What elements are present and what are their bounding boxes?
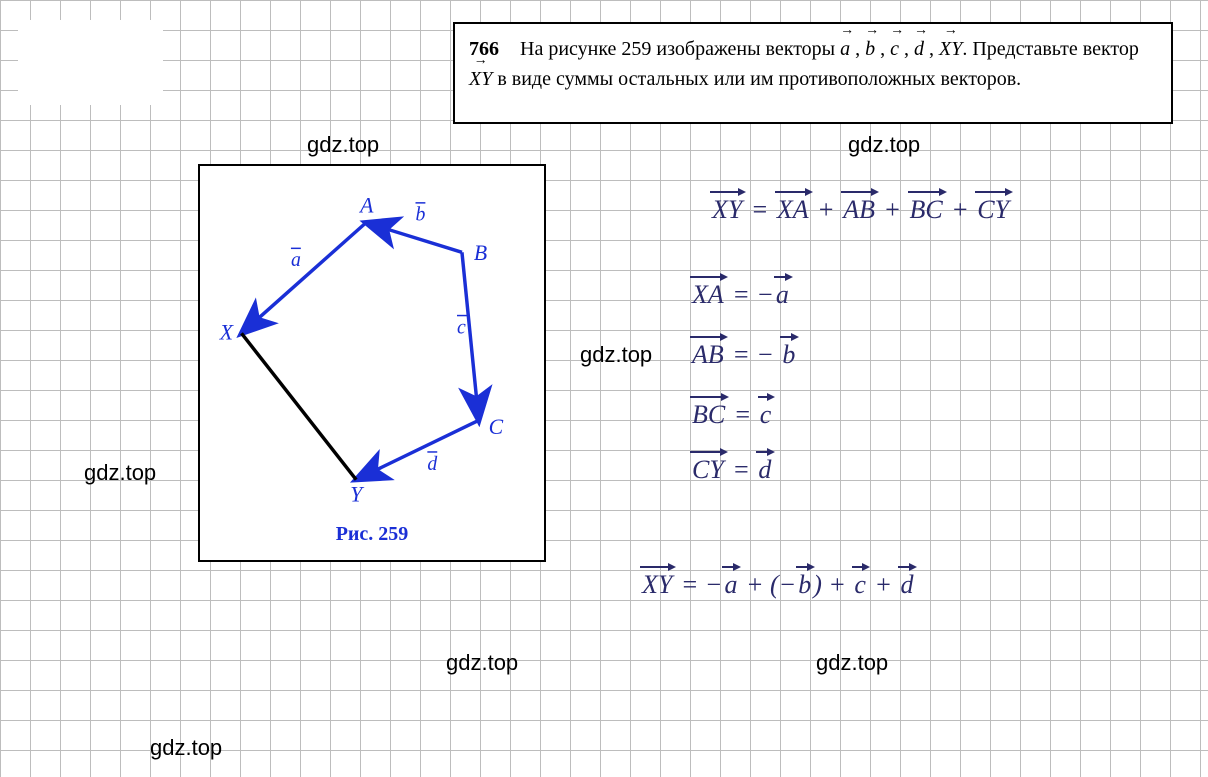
- vector-XY: XY: [939, 34, 962, 64]
- watermark-0: gdz.top: [307, 132, 379, 158]
- point-label-Y: Y: [350, 482, 365, 506]
- watermark-6: gdz.top: [150, 735, 222, 761]
- watermark-5: gdz.top: [816, 650, 888, 676]
- problem-text-mid: . Представьте вектор: [962, 38, 1139, 60]
- problem-vectors-list: a , b , c , d , XY: [840, 38, 962, 60]
- hw-vector-c: c: [852, 570, 868, 600]
- hw-vector-c: c: [758, 400, 774, 430]
- hw-vector-XA: XA: [690, 280, 726, 310]
- vector-label-d: d: [427, 453, 437, 475]
- hw-vector-XA: XA: [775, 195, 811, 225]
- vector-label-b: b: [415, 204, 425, 226]
- line-xy: [242, 333, 357, 479]
- point-label-C: C: [489, 415, 504, 439]
- hw-vector-XY: XY: [710, 195, 744, 225]
- figure-box: A B X C Y a b c d Рис. 259: [198, 164, 546, 562]
- vector-b: b: [865, 34, 875, 64]
- hw-vector-CY: CY: [975, 195, 1011, 225]
- vector-label-c: c: [457, 316, 466, 338]
- watermark-3: gdz.top: [84, 460, 156, 486]
- handwritten-line-0: XY = XA + AB + BC + CY: [710, 195, 1011, 225]
- watermark-1: gdz.top: [848, 132, 920, 158]
- hw-vector-b: b: [780, 340, 797, 370]
- handwritten-line-2: AB = − b: [690, 340, 797, 370]
- hw-vector-d: d: [898, 570, 915, 600]
- vector-arrow-b: [366, 223, 462, 253]
- hw-vector-CY: CY: [690, 455, 726, 485]
- hw-vector-d: d: [756, 455, 773, 485]
- vector-arrow-a: [242, 223, 367, 334]
- vector-xy-target: XY: [469, 64, 492, 94]
- problem-statement-box: 766 На рисунке 259 изображены векторы a …: [453, 22, 1173, 124]
- hw-vector-BC: BC: [690, 400, 727, 430]
- hw-vector-a: a: [774, 280, 791, 310]
- hw-vector-AB: AB: [690, 340, 726, 370]
- handwritten-line-4: CY = d: [690, 455, 773, 485]
- vector-arrow-d: [356, 420, 479, 479]
- handwritten-line-1: XA = −a: [690, 280, 791, 310]
- hw-vector-XY: XY: [640, 570, 674, 600]
- hw-vector-a: a: [722, 570, 739, 600]
- hw-vector-BC: BC: [908, 195, 945, 225]
- handwritten-line-5: XY = −a + (−b) + c + d: [640, 570, 915, 600]
- point-label-X: X: [219, 320, 234, 344]
- figure-caption: Рис. 259: [200, 523, 544, 546]
- white-patch: [18, 20, 163, 105]
- watermark-4: gdz.top: [446, 650, 518, 676]
- vector-d: d: [914, 34, 924, 64]
- problem-text-start: На рисунке 259 изображены векторы: [520, 38, 835, 60]
- point-label-A: A: [358, 194, 374, 218]
- vector-c: c: [890, 34, 899, 64]
- handwritten-line-3: BC = c: [690, 400, 773, 430]
- vector-a: a: [840, 34, 850, 64]
- hw-vector-b: b: [796, 570, 813, 600]
- watermark-2: gdz.top: [580, 342, 652, 368]
- vector-label-a: a: [291, 249, 301, 271]
- point-label-B: B: [474, 241, 487, 265]
- vector-diagram-svg: A B X C Y a b c d: [200, 166, 544, 560]
- hw-vector-AB: AB: [841, 195, 877, 225]
- problem-text-end: в виде суммы остальных или им противопол…: [497, 68, 1021, 90]
